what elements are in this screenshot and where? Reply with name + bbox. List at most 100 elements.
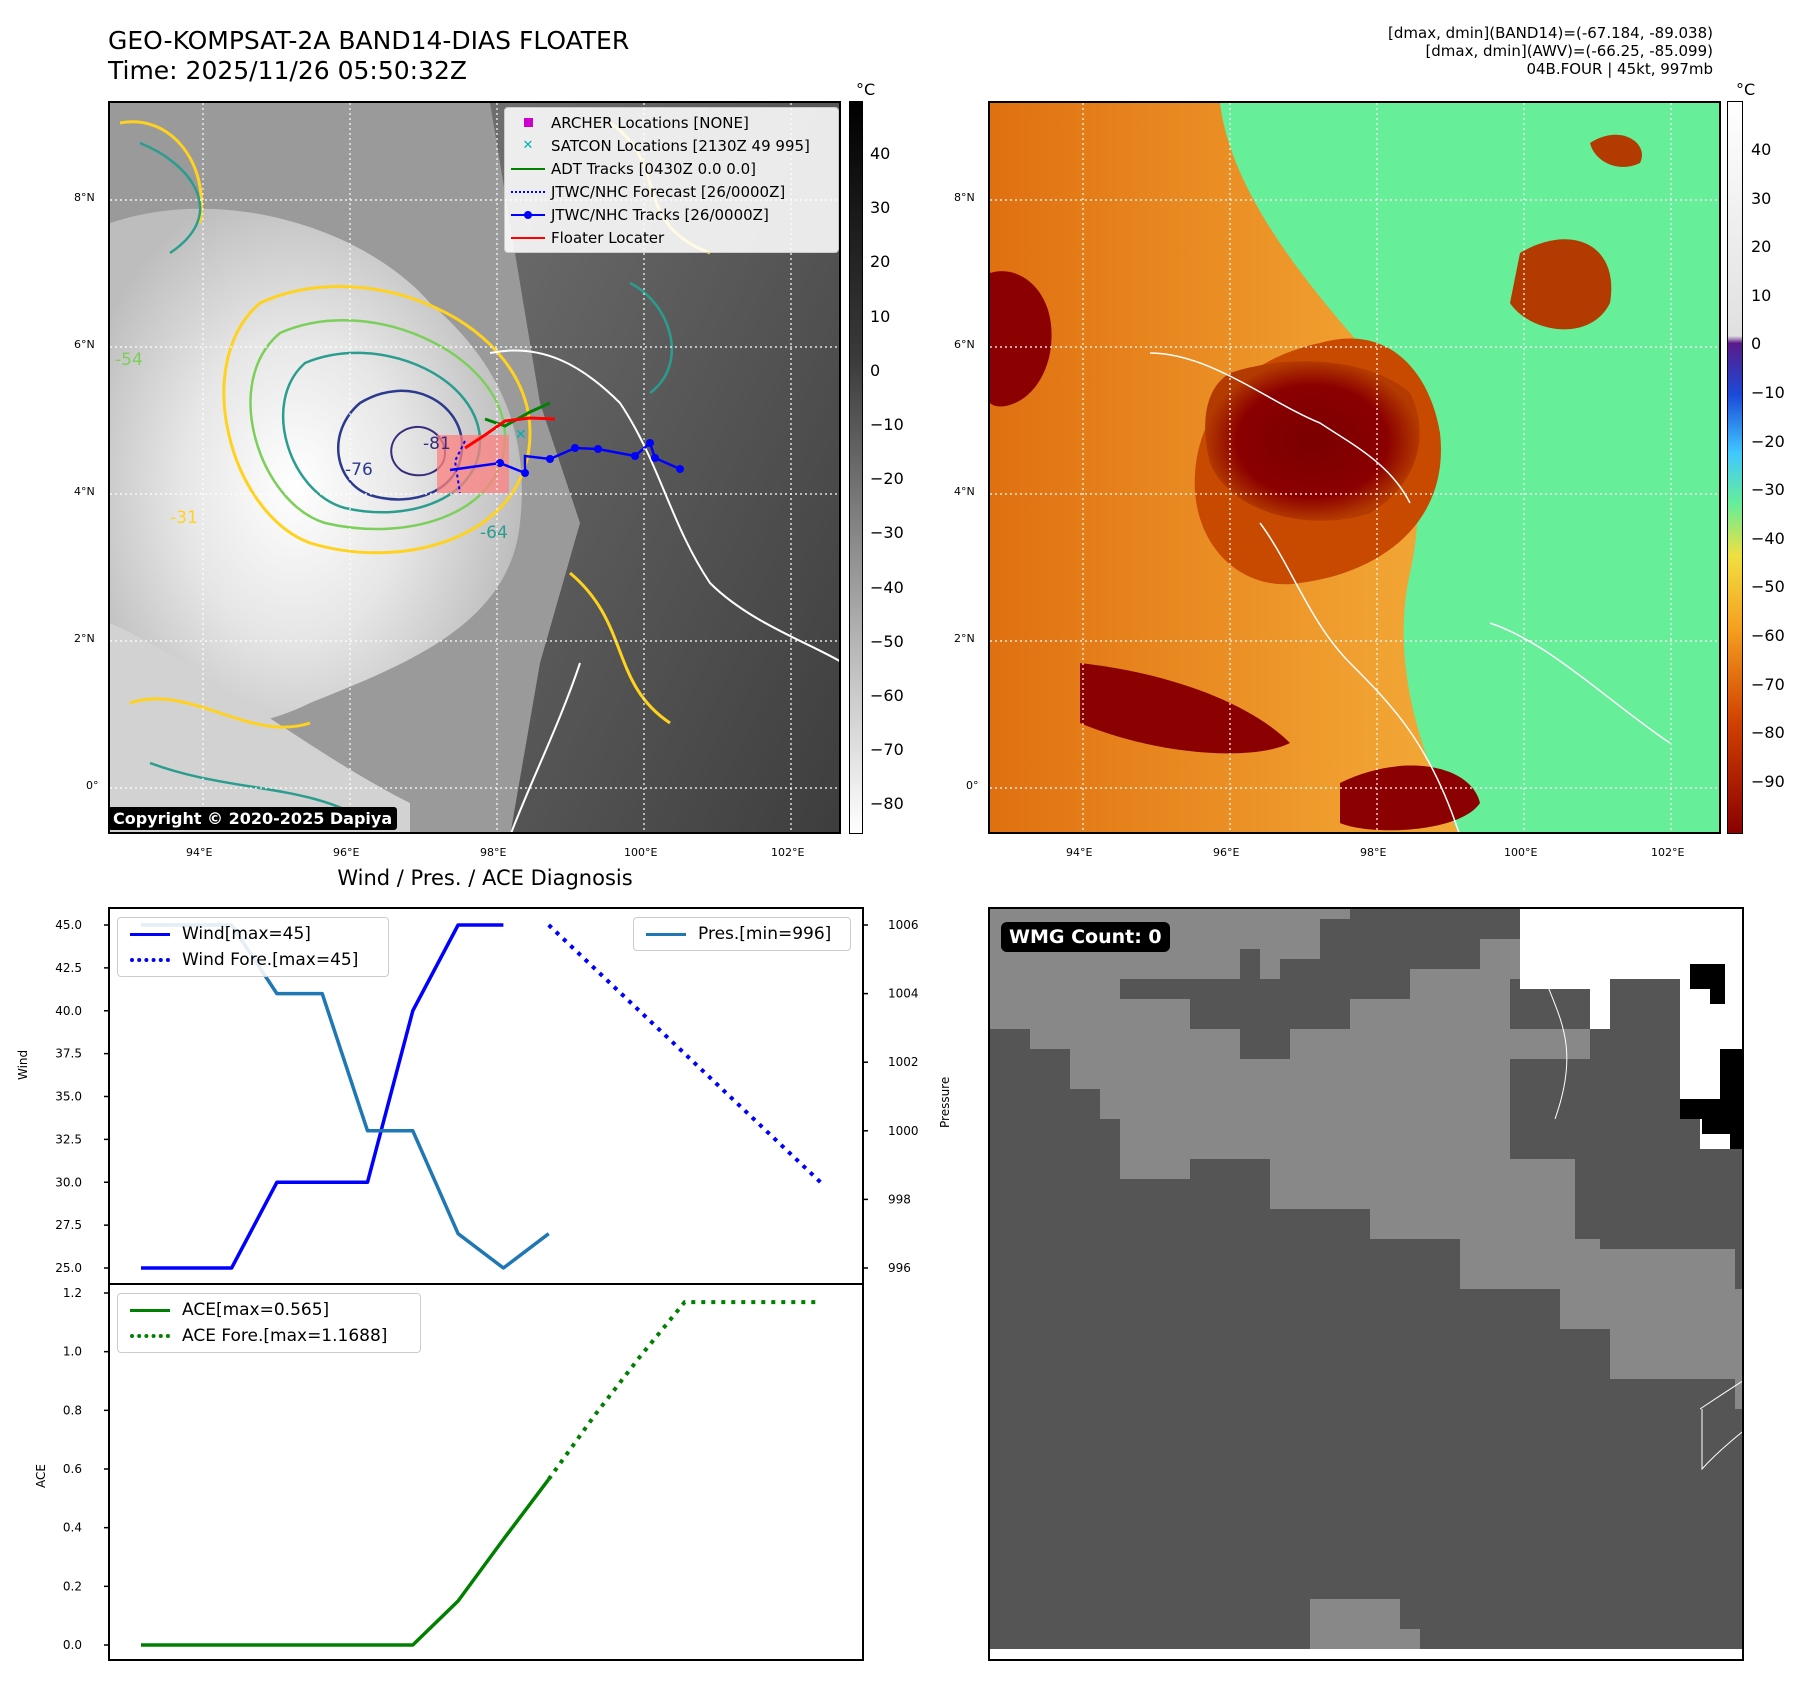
wind-axis-label: Wind	[16, 1049, 30, 1080]
gray-colorbar-tick: 0	[870, 360, 881, 380]
ace-tick-label: 0.6	[63, 1462, 82, 1476]
color-colorbar-tick: −80	[1751, 723, 1785, 743]
contour-label-64: -64	[480, 523, 508, 543]
pressure-axis-label: Pressure	[938, 1076, 952, 1128]
color-map-gridlines	[990, 103, 1719, 832]
wind-tick-label: 40.0	[55, 1004, 82, 1018]
satcon-marker-icon: ✕	[515, 427, 527, 443]
gray-colorbar-tick: −60	[870, 686, 904, 705]
wind-series-line	[141, 923, 504, 1270]
contour-label-group: -31 -54 -64 -76 -81	[115, 350, 508, 543]
ace-tick-label: 0.8	[63, 1403, 82, 1417]
contour-label-31: -31	[170, 508, 198, 528]
ir-map-panel: ✕ -31 -54 -64 -76 -81 ARCHER Locations […	[108, 101, 841, 834]
diagnosis-title: Wind / Pres. / ACE Diagnosis	[337, 866, 633, 890]
contour-label-81: -81	[423, 434, 451, 454]
ir-map-svg: ✕ -31 -54 -64 -76 -81	[110, 103, 839, 832]
lon-label-102e: 102°E	[771, 846, 805, 859]
ir-cloud-band	[110, 623, 410, 832]
r-lon-label-96e: 96°E	[1213, 846, 1240, 859]
lat-label-4n: 4°N	[74, 485, 95, 498]
wind-tick-label: 30.0	[55, 1175, 82, 1189]
wmg-clear-zone	[1520, 909, 1742, 1149]
pressure-tick-label: 996	[888, 1261, 911, 1275]
color-coastline	[1149, 352, 1671, 832]
lat-label-6n: 6°N	[74, 338, 95, 351]
color-colorbar-tick: 30	[1751, 188, 1772, 208]
ir-cloud-mass	[110, 208, 522, 763]
ace-chart-frame	[108, 1283, 864, 1661]
r-lon-label-98e: 98°E	[1360, 846, 1387, 859]
r-lat-label-0: 0°	[966, 779, 979, 792]
title-line-1: GEO-KOMPSAT-2A BAND14-DIAS FLOATER	[108, 26, 630, 55]
wmg-coastline	[1544, 978, 1742, 1471]
wind-tick-label: 27.5	[55, 1218, 82, 1232]
lat-label-8n: 8°N	[74, 191, 95, 204]
ace-tick-label: 0.4	[63, 1521, 82, 1535]
lat-label-2n: 2°N	[74, 632, 95, 645]
contour-64	[281, 351, 482, 514]
coastline	[489, 349, 839, 832]
legend-archer: ARCHER Locations [NONE]	[505, 111, 838, 134]
color-colorbar-tick: −50	[1751, 577, 1785, 597]
color-colorbar-tick: 0	[1751, 334, 1762, 354]
r-lat-label-6n: 6°N	[954, 338, 975, 351]
legend-jtwc-tracks: JTWC/NHC Tracks [26/0000Z]	[505, 203, 838, 226]
color-colorbar-tick: −70	[1751, 674, 1785, 694]
r-lat-label-2n: 2°N	[954, 632, 975, 645]
wmg-panel	[988, 907, 1744, 1661]
pressure-tick-label: 998	[888, 1192, 911, 1206]
solid-green-line-icon	[118, 1308, 182, 1312]
gray-colorbar-tick: 20	[870, 252, 891, 272]
wind-tick-label: 35.0	[55, 1090, 82, 1104]
ace-tick-label: 0.2	[63, 1579, 82, 1593]
color-colorbar-tick: −90	[1751, 771, 1785, 791]
gray-colorbar-tick: −30	[870, 523, 904, 543]
r-lon-label-94e: 94°E	[1066, 846, 1093, 859]
ace-legend: ACE[max=0.565] ACE Fore.[max=1.1688]	[117, 1293, 421, 1353]
solid-steelblue-line-icon	[634, 932, 698, 936]
gray-colorbar-tick: −80	[870, 794, 904, 814]
contour-label-76: -76	[345, 460, 373, 480]
gray-colorbar-tick: −10	[870, 415, 904, 434]
map-legend: ARCHER Locations [NONE] ✕ SATCON Locatio…	[504, 107, 839, 253]
r-lon-label-102e: 102°E	[1651, 846, 1685, 859]
ace-forecast-series-line	[547, 1300, 821, 1481]
cold-cloud-north	[1590, 134, 1642, 167]
wind-tick-label: 37.5	[55, 1047, 82, 1061]
wmg-count-badge: WMG Count: 0	[1001, 922, 1170, 952]
r-lon-label-100e: 100°E	[1504, 846, 1538, 859]
cold-cloud-south	[1080, 663, 1290, 754]
figure-title: GEO-KOMPSAT-2A BAND14-DIAS FLOATER Time:…	[108, 26, 629, 86]
blue-marker-line-icon	[505, 210, 551, 219]
wmg-light-patch-south	[1310, 1599, 1420, 1659]
red-line-icon	[505, 236, 551, 239]
legend-pressure: Pres.[min=996]	[634, 921, 850, 947]
cold-cloud-southeast	[1340, 765, 1480, 831]
gray-colorbar-tick: −40	[870, 577, 904, 597]
wmg-black-cell-1	[1690, 964, 1725, 1004]
lon-label-98e: 98°E	[480, 846, 507, 859]
wind-legend: Wind[max=45] Wind Fore.[max=45]	[117, 917, 389, 977]
color-colorbar-tick: 20	[1751, 237, 1772, 257]
ace-tick-label: 1.0	[63, 1345, 82, 1359]
jtwc-forecast-track	[453, 440, 466, 494]
r-lat-label-8n: 8°N	[954, 191, 975, 204]
ir-clear-region	[490, 103, 839, 832]
storm-core	[1205, 361, 1420, 521]
solid-blue-line-icon	[118, 932, 182, 936]
ace-tick-label: 1.2	[63, 1286, 82, 1300]
gray-colorbar-tick: 30	[870, 198, 891, 218]
legend-ace-forecast: ACE Fore.[max=1.1688]	[118, 1323, 420, 1349]
contour-label-54: -54	[115, 350, 143, 370]
magenta-square-icon	[505, 118, 551, 127]
cyan-x-icon: ✕	[522, 138, 534, 153]
color-colorbar-tick: 10	[1751, 285, 1772, 305]
legend-floater: Floater Locater	[505, 226, 838, 249]
lon-label-100e: 100°E	[624, 846, 658, 859]
cold-cloud-northeast	[1510, 239, 1612, 330]
lat-label-0: 0°	[86, 779, 99, 792]
wmg-light-zone	[990, 909, 1742, 1409]
legend-wind: Wind[max=45]	[118, 921, 388, 947]
color-ir-map-panel	[988, 101, 1721, 834]
